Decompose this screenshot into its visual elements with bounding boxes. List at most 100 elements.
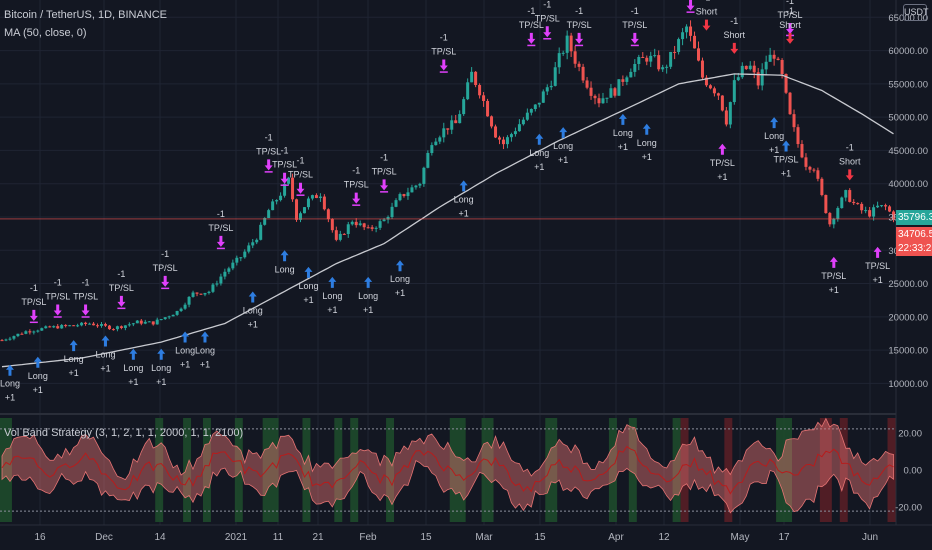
price-tick-label: 15000.00 [888, 346, 928, 357]
candle-body [100, 324, 103, 326]
candle-body [773, 55, 776, 59]
candle-body [605, 98, 608, 99]
last-price-tag: 35796.31 [896, 210, 932, 225]
candle-body [395, 200, 398, 207]
candle-body [538, 103, 541, 105]
candle-body [820, 179, 823, 195]
signal-arrow-up-icon [364, 277, 372, 288]
signal-label: +1 [180, 359, 190, 369]
signal-label: TP/SL [272, 160, 297, 170]
candle-body [164, 317, 167, 319]
price-tick-label: 40000.00 [888, 179, 928, 190]
signal-label: +1 [363, 305, 373, 315]
signal-label: Long [243, 306, 263, 316]
signal-label: +1 [459, 208, 469, 218]
price-tick-label: 45000.00 [888, 146, 928, 157]
candle-body [570, 36, 573, 52]
candle-body [490, 116, 493, 126]
candle-body [689, 27, 692, 36]
signal-arrow-up-icon [328, 277, 336, 288]
candle-body [422, 168, 425, 184]
candle-body [586, 80, 589, 87]
candle-body [68, 325, 71, 326]
signal-arrow-down-icon [161, 276, 169, 287]
signal-tpsl: -1 TP/SL [208, 209, 233, 249]
signal-label: +1 [327, 305, 337, 315]
candle-body [418, 184, 421, 186]
oscillator-axis[interactable]: 20.00 0.00 -20.00 [895, 428, 922, 513]
signal-label: -1 [117, 269, 125, 279]
candle-body [657, 55, 660, 69]
candle-body [789, 93, 792, 114]
candle-body [259, 225, 262, 240]
candle-body [112, 329, 115, 330]
candle-body [104, 324, 107, 326]
signal-label: +1 [248, 320, 258, 330]
candle-body [160, 319, 163, 320]
signal-arrow-down-icon [82, 304, 90, 315]
signal-label: Short [779, 20, 801, 30]
signal-label: +1 [5, 393, 15, 403]
signal-label: -1 [161, 249, 169, 259]
signal-label: +1 [534, 162, 544, 172]
candle-body [514, 131, 517, 134]
candle-body [594, 96, 597, 98]
candle-body [856, 203, 859, 204]
signal-label: TP/SL [567, 20, 592, 30]
signal-label: +1 [200, 359, 210, 369]
candle-body [331, 219, 334, 230]
signal-arrow-down-icon [702, 20, 710, 31]
signal-label: -1 [281, 146, 289, 156]
candle-body [355, 222, 358, 225]
candle-body [741, 66, 744, 77]
candle-body [152, 321, 155, 324]
candle-body [590, 88, 593, 96]
signal-long: Long +1 [322, 277, 342, 315]
signal-tpsl: -1 TP/SL [109, 269, 134, 309]
candle-body [506, 137, 509, 144]
candle-body [721, 96, 724, 111]
symbol-legend[interactable]: Bitcoin / TetherUS, 1D, BINANCE [4, 9, 167, 21]
signal-label: TP/SL [288, 170, 313, 180]
signal-label: TP/SL [431, 47, 456, 57]
signal-arrow-down-icon [846, 169, 854, 180]
ma-line [2, 74, 894, 367]
candle-body [673, 52, 676, 53]
candle-body [645, 58, 648, 62]
signal-arrow-down-icon [54, 304, 62, 315]
ma-legend[interactable]: MA (50, close, 0) [4, 27, 87, 39]
candle-body [291, 178, 294, 200]
time-axis[interactable]: 16 Dec 14 2021 11 21 Feb 15 Mar 15 Apr 12 May 17 Jun [34, 532, 878, 543]
signal-long: Long +1 [358, 277, 378, 315]
signal-long: Long +1 [0, 365, 20, 403]
signal-arrow-up-icon [181, 331, 189, 342]
candle-body [271, 201, 274, 210]
signal-label: TP/SL [372, 166, 397, 176]
candle-body [327, 209, 330, 219]
candle-body [470, 72, 473, 82]
signal-label: -1 [352, 166, 360, 176]
price-axis[interactable]: 10000.0015000.0020000.0025000.0030000.00… [888, 13, 928, 390]
oscillator-legend[interactable]: Vol Band Strategy (3, 1, 2, 1, 1, 2000, … [4, 427, 243, 439]
candle-body [494, 126, 497, 137]
time-tick-label: 12 [658, 532, 670, 543]
signal-label: TP/SL [208, 223, 233, 233]
candle-body [761, 69, 764, 85]
signal-short: -1Short [724, 16, 746, 54]
candle-body [200, 294, 203, 295]
time-tick-label: Jun [862, 532, 878, 543]
candle-body [474, 72, 477, 85]
currency-button[interactable]: USDT [903, 4, 927, 21]
candle-body [188, 297, 191, 305]
candle-body [20, 334, 23, 335]
candle-body [824, 195, 827, 213]
candle-body [76, 325, 79, 326]
signal-label: -1 [54, 277, 62, 287]
signal-label: -1 [786, 6, 794, 16]
signal-arrow-up-icon [718, 144, 726, 155]
signal-arrow-up-icon [770, 117, 778, 128]
signal-arrow-down-icon [575, 33, 583, 44]
signal-label: -1 [30, 283, 38, 293]
candle-body [251, 242, 254, 245]
